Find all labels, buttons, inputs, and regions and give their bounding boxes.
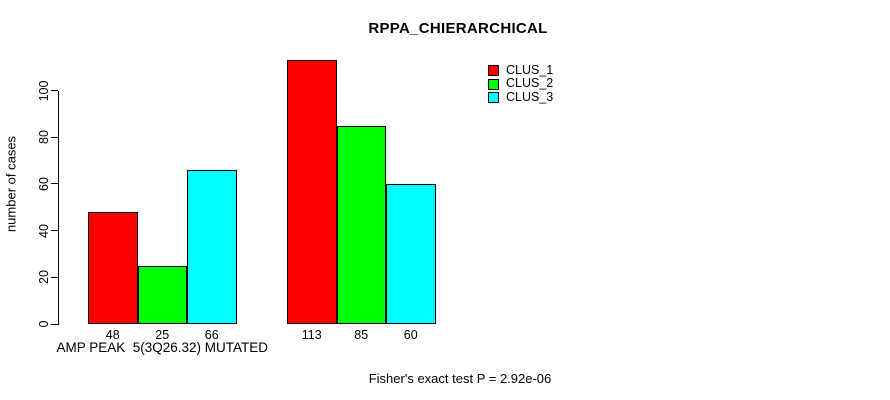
- legend-item-clus_2: CLUS_2: [488, 76, 554, 91]
- legend-swatch-icon: [488, 91, 499, 103]
- legend-label: CLUS_1: [506, 63, 554, 77]
- y-axis-tick-label: 20: [37, 270, 51, 285]
- legend-item-clus_3: CLUS_3: [488, 89, 554, 104]
- legend: CLUS_1 CLUS_2 CLUS_3: [488, 63, 554, 104]
- chart-title: RPPA_CHIERARCHICAL: [368, 20, 548, 37]
- y-axis-tick-label: 100: [37, 80, 51, 101]
- y-axis-tick: [51, 323, 58, 325]
- y-axis-tick: [51, 90, 58, 91]
- legend-label: CLUS_2: [506, 76, 554, 91]
- bar-value-label: 85: [354, 328, 369, 342]
- y-axis-tick: [51, 136, 58, 138]
- y-axis-tick-label: 0: [37, 320, 51, 328]
- bar-value-label: 48: [105, 328, 120, 342]
- legend-swatch-icon: [488, 78, 499, 90]
- bar-value-label: 66: [204, 328, 219, 342]
- x-axis-group-label: AMP PEAK 5(3Q26.32) MUTATED: [56, 340, 269, 355]
- bar-value-label: 25: [155, 328, 170, 342]
- legend-label: CLUS_3: [506, 89, 554, 104]
- bar-clus_1-group1: [88, 211, 138, 324]
- y-axis-tick: [51, 183, 58, 185]
- y-axis-line: [58, 90, 59, 325]
- bar-clus_3-group2: [386, 183, 436, 324]
- legend-swatch-icon: [488, 65, 499, 77]
- y-axis-tick-label: 60: [37, 176, 51, 191]
- bar-clus_2-group1: [137, 265, 187, 324]
- bar-clus_2-group2: [336, 125, 386, 324]
- bar-value-label: 60: [403, 328, 418, 342]
- bar-clus_1-group2: [287, 60, 337, 324]
- y-axis-tick-label: 40: [37, 223, 51, 238]
- legend-item-clus_1: CLUS_1: [488, 63, 554, 77]
- bar-value-label: 113: [301, 328, 322, 342]
- y-axis-tick: [51, 230, 58, 232]
- stats-footnote: Fisher's exact test P = 2.92e-06: [368, 371, 552, 386]
- y-axis-tick: [51, 276, 58, 278]
- bar-clus_3-group1: [187, 169, 237, 324]
- y-axis-title: number of cases: [3, 135, 19, 233]
- y-axis-tick-label: 80: [37, 130, 51, 145]
